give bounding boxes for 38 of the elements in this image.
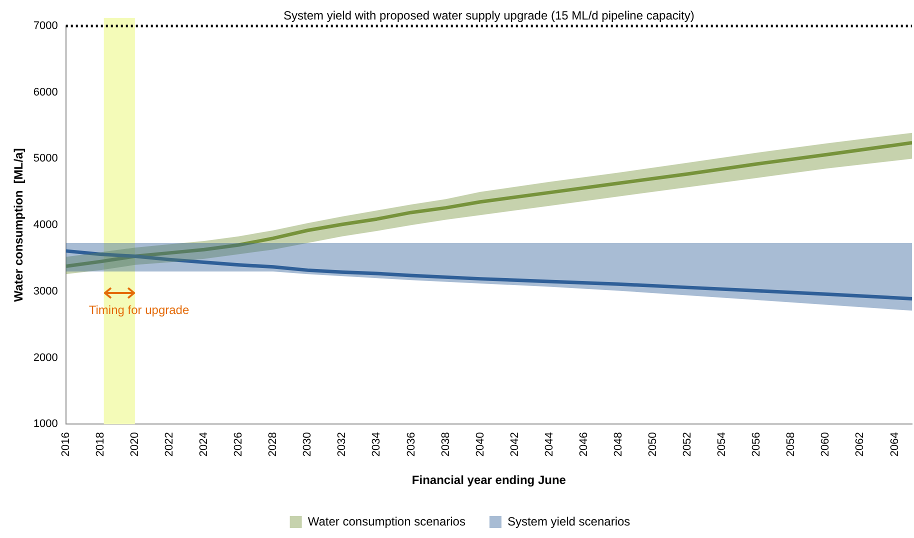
y-tick-label: 1000 [33,418,58,430]
x-tick-label: 2028 [267,432,280,457]
x-tick-label: 2024 [198,432,210,457]
x-tick-label: 2064 [888,432,901,457]
x-tick-label: 2040 [474,432,486,457]
legend-label: System yield scenarios [507,514,630,528]
x-tick-label: 2046 [578,432,590,457]
y-tick-label: 7000 [33,20,58,32]
x-tick-label: 2022 [164,432,176,457]
x-tick-label: 2042 [508,432,521,457]
x-tick-label: 2026 [232,432,245,457]
x-tick-label: 2034 [370,432,383,457]
x-tick-label: 2030 [302,432,314,457]
ref-line-label: System yield with proposed water supply upgrade (15 ML/d pipeline capacity) [283,8,694,22]
y-tick-label: 3000 [33,285,58,298]
y-tick-label: 6000 [33,86,58,98]
x-tick-label: 2048 [612,432,624,457]
y-tick-label: 4000 [33,219,58,232]
legend-label: Water consumption scenarios [308,514,466,528]
x-tick-label: 2016 [60,432,72,457]
band-label: Timing for upgrade [88,303,190,318]
y-tick-label: 2000 [33,352,58,364]
x-tick-label: 2020 [128,432,141,457]
x-tick-label: 2038 [440,432,452,457]
x-tick-label: 2032 [336,432,348,457]
x-tick-label: 2054 [716,432,728,457]
x-tick-label: 2062 [854,432,866,457]
x-tick-label: 2052 [682,432,694,457]
y-axis-title: Water consumption [ML/a] [12,148,26,302]
x-tick-label: 2036 [405,432,418,457]
x-tick-label: 2018 [94,432,106,457]
x-tick-label: 2060 [820,432,832,457]
x-tick-label: 2056 [750,432,763,457]
x-tick-label: 2058 [785,432,798,457]
x-tick-label: 2044 [543,432,556,457]
y-tick-label: 5000 [33,152,58,165]
x-axis-title: Financial year ending June [412,473,566,488]
x-tick-label: 2050 [647,432,660,457]
